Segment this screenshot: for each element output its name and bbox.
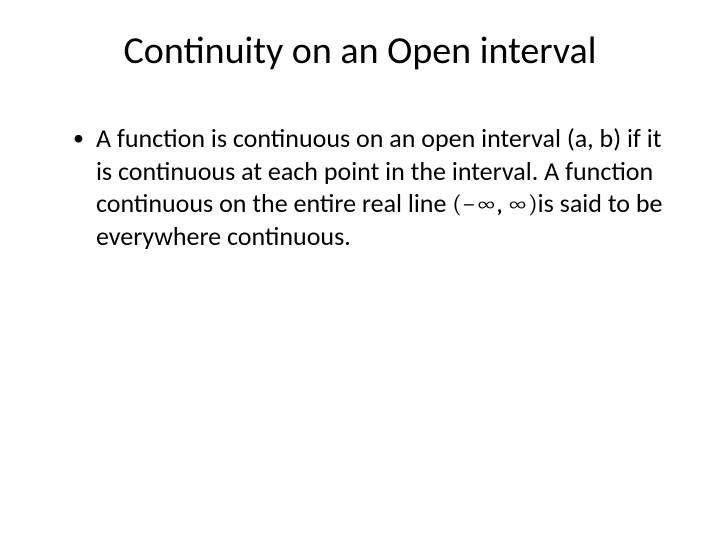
slide-title: Continuity on an Open interval xyxy=(55,28,665,74)
math-interval: (−∞, ∞) xyxy=(452,190,537,219)
bullet-item: • A function is continuous on an open in… xyxy=(73,122,665,253)
slide-container: Continuity on an Open interval • A funct… xyxy=(0,0,720,540)
bullet-text: A function is continuous on an open inte… xyxy=(96,122,665,253)
bullet-marker: • xyxy=(73,122,84,154)
slide-content: • A function is continuous on an open in… xyxy=(55,122,665,253)
